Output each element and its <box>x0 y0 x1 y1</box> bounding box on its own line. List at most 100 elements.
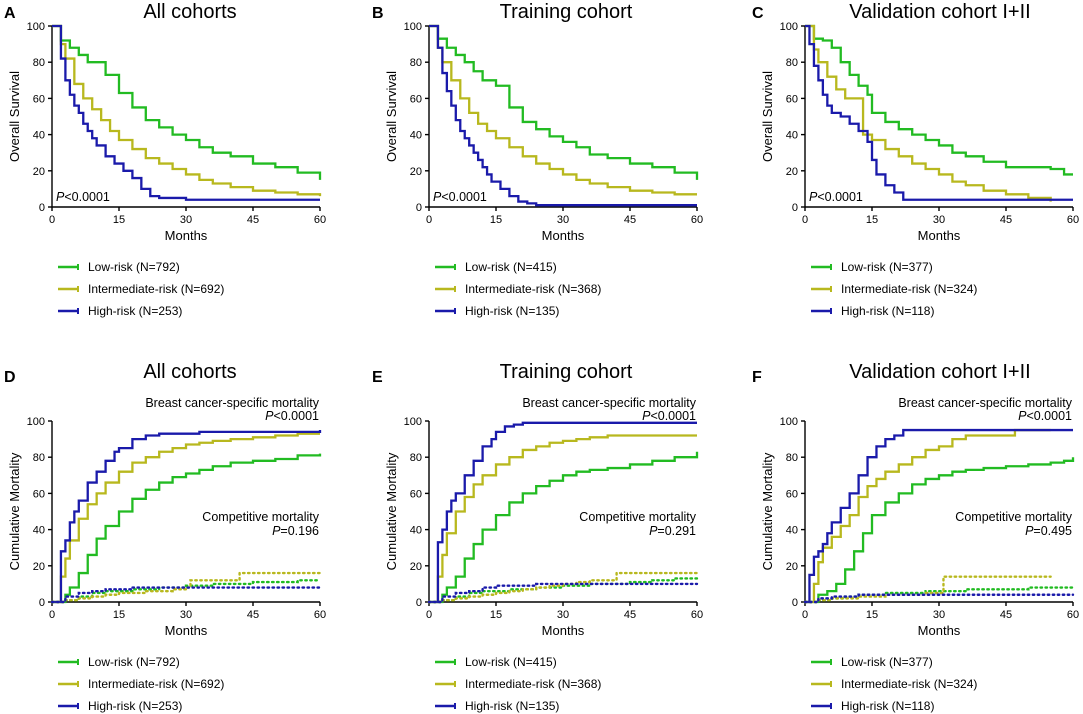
x-tick-label: 45 <box>624 609 636 621</box>
y-tick-label: 0 <box>39 597 45 609</box>
x-tick-label: 15 <box>490 214 502 226</box>
y-axis-label: Overall Survival <box>384 71 399 162</box>
y-tick-label: 60 <box>786 488 798 500</box>
x-axis-label: Months <box>918 228 961 243</box>
y-tick-label: 40 <box>33 130 45 142</box>
y-tick-label: 60 <box>410 93 422 105</box>
annotation-label: Competitive mortality <box>955 510 1072 524</box>
series-line-intermediate-risk-cm <box>427 571 699 604</box>
chart-title: All cohorts <box>143 1 236 23</box>
legend-label: Intermediate-risk (N=692) <box>88 282 224 296</box>
x-axis-label: Months <box>165 623 208 638</box>
y-tick-label: 40 <box>410 525 422 537</box>
chart-title: Validation cohort I+II <box>849 361 1030 383</box>
y-tick-label: 0 <box>416 597 422 609</box>
x-tick-label: 45 <box>624 214 636 226</box>
y-axis-label: Cumulative Mortality <box>384 452 399 570</box>
y-tick-label: 80 <box>786 57 798 69</box>
legend-label: High-risk (N=253) <box>88 304 182 318</box>
p-text: <0.0001 <box>273 409 319 423</box>
y-tick-label: 100 <box>780 416 798 428</box>
series-line-intermediate-risk <box>52 24 322 197</box>
x-axis-label: Months <box>542 228 585 243</box>
series-line-high-risk <box>52 24 320 201</box>
y-tick-label: 100 <box>404 416 422 428</box>
annotation-pvalue: P=0.291 <box>649 524 696 538</box>
y-tick-label: 0 <box>792 202 798 214</box>
x-tick-label: 0 <box>802 609 808 621</box>
series-line-high-risk-cm <box>50 586 322 604</box>
legend-label: Low-risk (N=792) <box>88 260 180 274</box>
p-prefix: P <box>265 409 274 423</box>
p-value-text: <0.0001 <box>817 190 863 204</box>
chart-title: Training cohort <box>500 361 633 383</box>
panel-letter: C <box>752 5 764 22</box>
y-tick-label: 100 <box>780 21 798 33</box>
chart-panel-e: E Training cohort 0 15 30 45 60 0 20 40 60 80 100 Mon… <box>372 361 703 713</box>
panel-letter: B <box>372 5 384 22</box>
x-tick-label: 60 <box>691 214 703 226</box>
series-line-intermediate-risk-bcsm <box>429 434 697 604</box>
x-axis-label: Months <box>542 623 585 638</box>
x-tick-label: 60 <box>314 609 326 621</box>
legend-label: High-risk (N=118) <box>841 699 934 713</box>
chart-title: Validation cohort I+II <box>849 1 1030 23</box>
annotation-pvalue: P<0.0001 <box>265 409 319 423</box>
series-line-high-risk <box>429 24 697 207</box>
chart-panel-b: B Training cohort 0 15 30 45 60 0 20 40 60 80 100 Mon… <box>372 1 703 318</box>
y-tick-label: 0 <box>792 597 798 609</box>
series-line-intermediate-risk-bcsm <box>805 428 1051 604</box>
y-tick-label: 0 <box>416 202 422 214</box>
series-line-intermediate-risk <box>429 24 697 196</box>
x-axis-label: Months <box>918 623 961 638</box>
p-value: P<0.0001 <box>433 190 487 204</box>
series-line-high-risk-bcsm <box>52 430 322 604</box>
annotation-label: Competitive mortality <box>579 510 696 524</box>
legend-label: Intermediate-risk (N=692) <box>88 677 224 691</box>
y-tick-label: 60 <box>410 488 422 500</box>
annotation-pvalue: P=0.495 <box>1025 524 1072 538</box>
chart-title: All cohorts <box>143 361 236 383</box>
x-tick-label: 15 <box>490 609 502 621</box>
series-line-low-risk-bcsm <box>805 457 1075 604</box>
p-text: =0.495 <box>1033 524 1072 538</box>
p-text: =0.196 <box>280 524 319 538</box>
x-tick-label: 30 <box>933 214 945 226</box>
p-text: <0.0001 <box>1026 409 1072 423</box>
y-tick-label: 40 <box>786 130 798 142</box>
p-value-text: <0.0001 <box>64 190 110 204</box>
legend-label: Intermediate-risk (N=368) <box>465 677 601 691</box>
y-tick-label: 80 <box>786 452 798 464</box>
x-axis-label: Months <box>165 228 208 243</box>
x-tick-label: 15 <box>113 609 125 621</box>
x-tick-label: 60 <box>1067 609 1079 621</box>
y-tick-label: 100 <box>404 21 422 33</box>
series-line-high-risk-cm <box>803 593 1075 604</box>
panel-letter: F <box>752 369 762 386</box>
x-tick-label: 30 <box>557 214 569 226</box>
y-tick-label: 60 <box>33 93 45 105</box>
annotation-pvalue: P<0.0001 <box>1018 409 1072 423</box>
x-tick-label: 30 <box>933 609 945 621</box>
x-tick-label: 45 <box>247 609 259 621</box>
legend-label: Low-risk (N=377) <box>841 655 933 669</box>
p-text: =0.291 <box>657 524 696 538</box>
legend-label: Low-risk (N=415) <box>465 260 557 274</box>
p-value-prefix: P <box>56 190 65 204</box>
legend-label: Intermediate-risk (N=324) <box>841 677 977 691</box>
y-axis-label: Overall Survival <box>7 71 22 162</box>
annotation-label: Breast cancer-specific mortality <box>522 396 696 410</box>
x-tick-label: 0 <box>49 609 55 621</box>
x-tick-label: 30 <box>180 609 192 621</box>
chart-title: Training cohort <box>500 1 633 23</box>
annotation-label: Breast cancer-specific mortality <box>898 396 1072 410</box>
x-tick-label: 60 <box>314 214 326 226</box>
y-tick-label: 80 <box>410 57 422 69</box>
series-line-high-risk-bcsm <box>805 428 1073 604</box>
p-prefix: P <box>649 524 658 538</box>
series-line-intermediate-risk <box>805 24 1052 202</box>
annotation-pvalue: P=0.196 <box>272 524 319 538</box>
y-tick-label: 100 <box>27 416 45 428</box>
x-tick-label: 45 <box>1000 214 1012 226</box>
